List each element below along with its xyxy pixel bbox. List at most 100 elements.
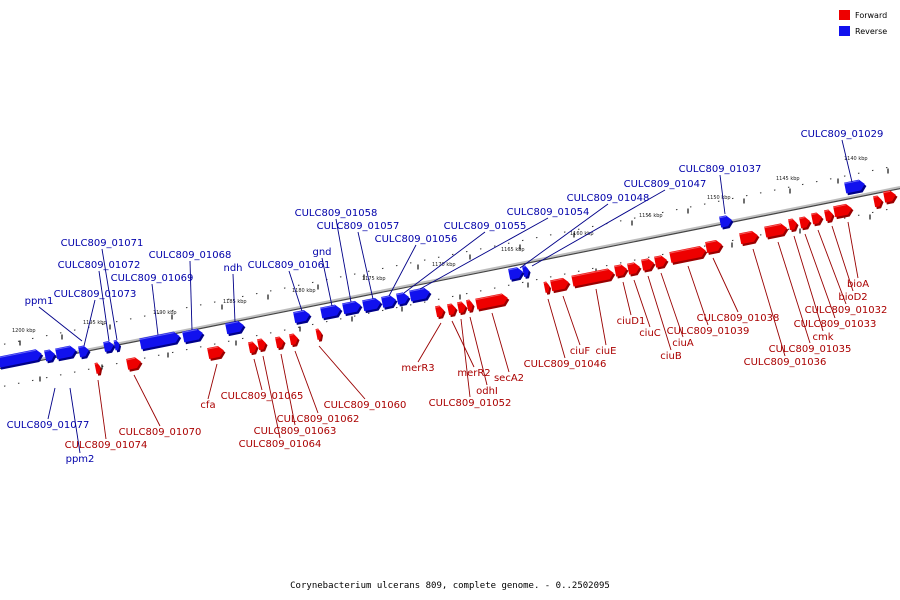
gene-label-culc809-01073[interactable]: CULC809_01073: [54, 289, 137, 300]
gene-label-culc809-01062[interactable]: CULC809_01062: [277, 414, 360, 425]
gene-arrow-culc809-01061[interactable]: [293, 309, 312, 325]
gene-label-culc809-01033[interactable]: CULC809_01033: [794, 319, 877, 330]
gene-label-ndh[interactable]: ndh: [223, 263, 242, 274]
gene-label-ciub[interactable]: ciuB: [660, 351, 682, 362]
gene-label-culc809-01058[interactable]: CULC809_01058: [295, 208, 378, 219]
gene-arrow-culc809-01060[interactable]: [315, 328, 324, 342]
gene-label-culc809-01038[interactable]: CULC809_01038: [697, 313, 780, 324]
gene-label-ppm2[interactable]: ppm2: [66, 454, 95, 465]
gene-label-culc809-01036[interactable]: CULC809_01036: [744, 357, 827, 368]
gene-arrow-culc809-01037[interactable]: [719, 214, 735, 230]
gene-label-ppm1[interactable]: ppm1: [25, 296, 54, 307]
gene-label-culc809-01035[interactable]: CULC809_01035: [769, 344, 852, 355]
gene-arrow-culc809-01035[interactable]: [764, 222, 789, 240]
gene-label-culc809-01039[interactable]: CULC809_01039: [667, 326, 750, 337]
gene-label-culc809-01047[interactable]: CULC809_01047: [624, 179, 707, 190]
gene-arrow-culc809-01032[interactable]: [811, 211, 825, 227]
gene-label-culc809-01054[interactable]: CULC809_01054: [507, 207, 590, 218]
gene-arrow-culc809-01070[interactable]: [126, 356, 143, 372]
gene-arrow-culc809-01058[interactable]: [342, 300, 363, 317]
gene-arrow-culc809-01073[interactable]: [78, 344, 92, 360]
gene-arrow-culc809-01033[interactable]: [799, 215, 813, 231]
gene-label-ciue[interactable]: ciuE: [596, 346, 617, 357]
gene-label-culc809-01052[interactable]: CULC809_01052: [429, 398, 512, 409]
gene-arrow-ciua[interactable]: [654, 254, 670, 270]
gene-arrow-culc809-01071[interactable]: [113, 339, 122, 353]
gene-arrow-culc809-01074[interactable]: [94, 362, 103, 376]
gene-arrow-culc809-01064[interactable]: [256, 338, 269, 353]
gene-arrow-culc809-01054[interactable]: [409, 286, 432, 304]
gene-arrow-culc809-01072[interactable]: [103, 340, 116, 354]
gene-label-culc809-01074[interactable]: CULC809_01074: [65, 440, 148, 451]
gene-arrow-culc809-01039[interactable]: [669, 245, 708, 265]
gene-label-culc809-01060[interactable]: CULC809_01060: [324, 400, 407, 411]
gene-arrow-cfa[interactable]: [207, 345, 226, 361]
gene-arrow-culc809-01063[interactable]: [274, 336, 287, 351]
gene-label-culc809-01056[interactable]: CULC809_01056: [375, 234, 458, 245]
gene-arrow-ciuf[interactable]: [550, 277, 571, 294]
gene-label-odhi[interactable]: odhI: [476, 386, 498, 397]
gene-arrow-ndh[interactable]: [225, 320, 246, 337]
gene-label-ciud1[interactable]: ciuD1: [617, 316, 646, 327]
gene-arrow-culc809-01055[interactable]: [396, 291, 412, 307]
gene-arrow-bioa[interactable]: [833, 203, 854, 220]
gene-arrow-culc809-01048[interactable]: [508, 266, 525, 282]
gene-arrow-ciue[interactable]: [571, 267, 616, 289]
gene-label-ciua[interactable]: ciuA: [672, 338, 694, 349]
gene-label-bioa[interactable]: bioA: [847, 279, 869, 290]
gene-label-culc809-01055[interactable]: CULC809_01055: [444, 221, 527, 232]
gene-arrow-ciub[interactable]: [641, 257, 657, 273]
gene-arrow-ciuc[interactable]: [627, 261, 643, 277]
gene-label-merr3[interactable]: merR3: [401, 363, 434, 374]
gene-label-gnd[interactable]: gnd: [312, 247, 331, 258]
gene-arrow-culc809-01065[interactable]: [247, 341, 260, 356]
gene-label-ciuf[interactable]: ciuF: [570, 346, 591, 357]
gene-label-merr2[interactable]: merR2: [457, 368, 490, 379]
gene-arrow-ppm2[interactable]: [0, 348, 44, 370]
gene-arrow-culc809-01052[interactable]: [456, 301, 469, 316]
gene-arrow-cmk[interactable]: [787, 218, 800, 233]
gene-label-culc809-01070[interactable]: CULC809_01070: [119, 427, 202, 438]
gene-label-culc809-01064[interactable]: CULC809_01064: [239, 439, 322, 450]
gene-arrow-edge-fragment-0[interactable]: [872, 195, 885, 210]
gene-arrow-culc809-01036[interactable]: [739, 230, 760, 247]
gene-arrow-ciud1[interactable]: [614, 263, 630, 279]
gene-arrow-culc809-01038[interactable]: [705, 239, 724, 255]
gene-arrow-culc809-01068[interactable]: [182, 327, 205, 345]
gene-label-culc809-01032[interactable]: CULC809_01032: [805, 305, 888, 316]
gene-label-biod2[interactable]: bioD2: [838, 292, 867, 303]
gene-arrow-culc809-01077[interactable]: [44, 348, 58, 364]
gene-arrow-merr3[interactable]: [434, 305, 447, 320]
gene-arrow-seca2[interactable]: [475, 292, 510, 312]
gene-arrow-biod2[interactable]: [823, 209, 836, 224]
gene-label-seca2[interactable]: secA2: [494, 373, 524, 384]
gene-label-culc809-01046[interactable]: CULC809_01046: [524, 359, 607, 370]
gene-arrow-edge-fragment-1[interactable]: [883, 189, 899, 205]
gene-arrow-culc809-01057[interactable]: [362, 297, 383, 314]
gene-label-culc809-01077[interactable]: CULC809_01077: [7, 420, 90, 431]
gene-arrow-culc809-01046[interactable]: [543, 281, 552, 295]
gene-arrow-odhi[interactable]: [465, 299, 476, 313]
gene-arrow-ppm1[interactable]: [55, 344, 78, 362]
gene-arrow-culc809-01047[interactable]: [521, 265, 532, 279]
gene-label-culc809-01069[interactable]: CULC809_01069: [111, 273, 194, 284]
gene-label-culc809-01065[interactable]: CULC809_01065: [221, 391, 304, 402]
gene-label-cfa[interactable]: cfa: [200, 400, 215, 411]
gene-label-culc809-01061[interactable]: CULC809_01061: [248, 260, 331, 271]
gene-label-culc809-01068[interactable]: CULC809_01068: [149, 250, 232, 261]
gene-arrow-culc809-01062[interactable]: [288, 333, 301, 348]
gene-arrow-gnd[interactable]: [320, 303, 343, 321]
gene-label-cmk[interactable]: cmk: [812, 332, 833, 343]
gene-arrow-culc809-01029[interactable]: [844, 178, 867, 196]
gene-label-culc809-01029[interactable]: CULC809_01029: [801, 129, 884, 140]
gene-label-culc809-01037[interactable]: CULC809_01037: [679, 164, 762, 175]
gene-arrow-culc809-01056[interactable]: [381, 294, 398, 310]
gene-label-culc809-01072[interactable]: CULC809_01072: [58, 260, 141, 271]
gene-label-culc809-01048[interactable]: CULC809_01048: [567, 193, 650, 204]
gene-label-culc809-01057[interactable]: CULC809_01057: [317, 221, 400, 232]
gene-arrow-merr2[interactable]: [446, 303, 459, 318]
gene-label-culc809-01071[interactable]: CULC809_01071: [61, 238, 144, 249]
gene-label-ciuc[interactable]: ciuC: [639, 328, 661, 339]
gene-arrow-culc809-01069[interactable]: [139, 330, 182, 352]
gene-label-culc809-01063[interactable]: CULC809_01063: [254, 426, 337, 437]
